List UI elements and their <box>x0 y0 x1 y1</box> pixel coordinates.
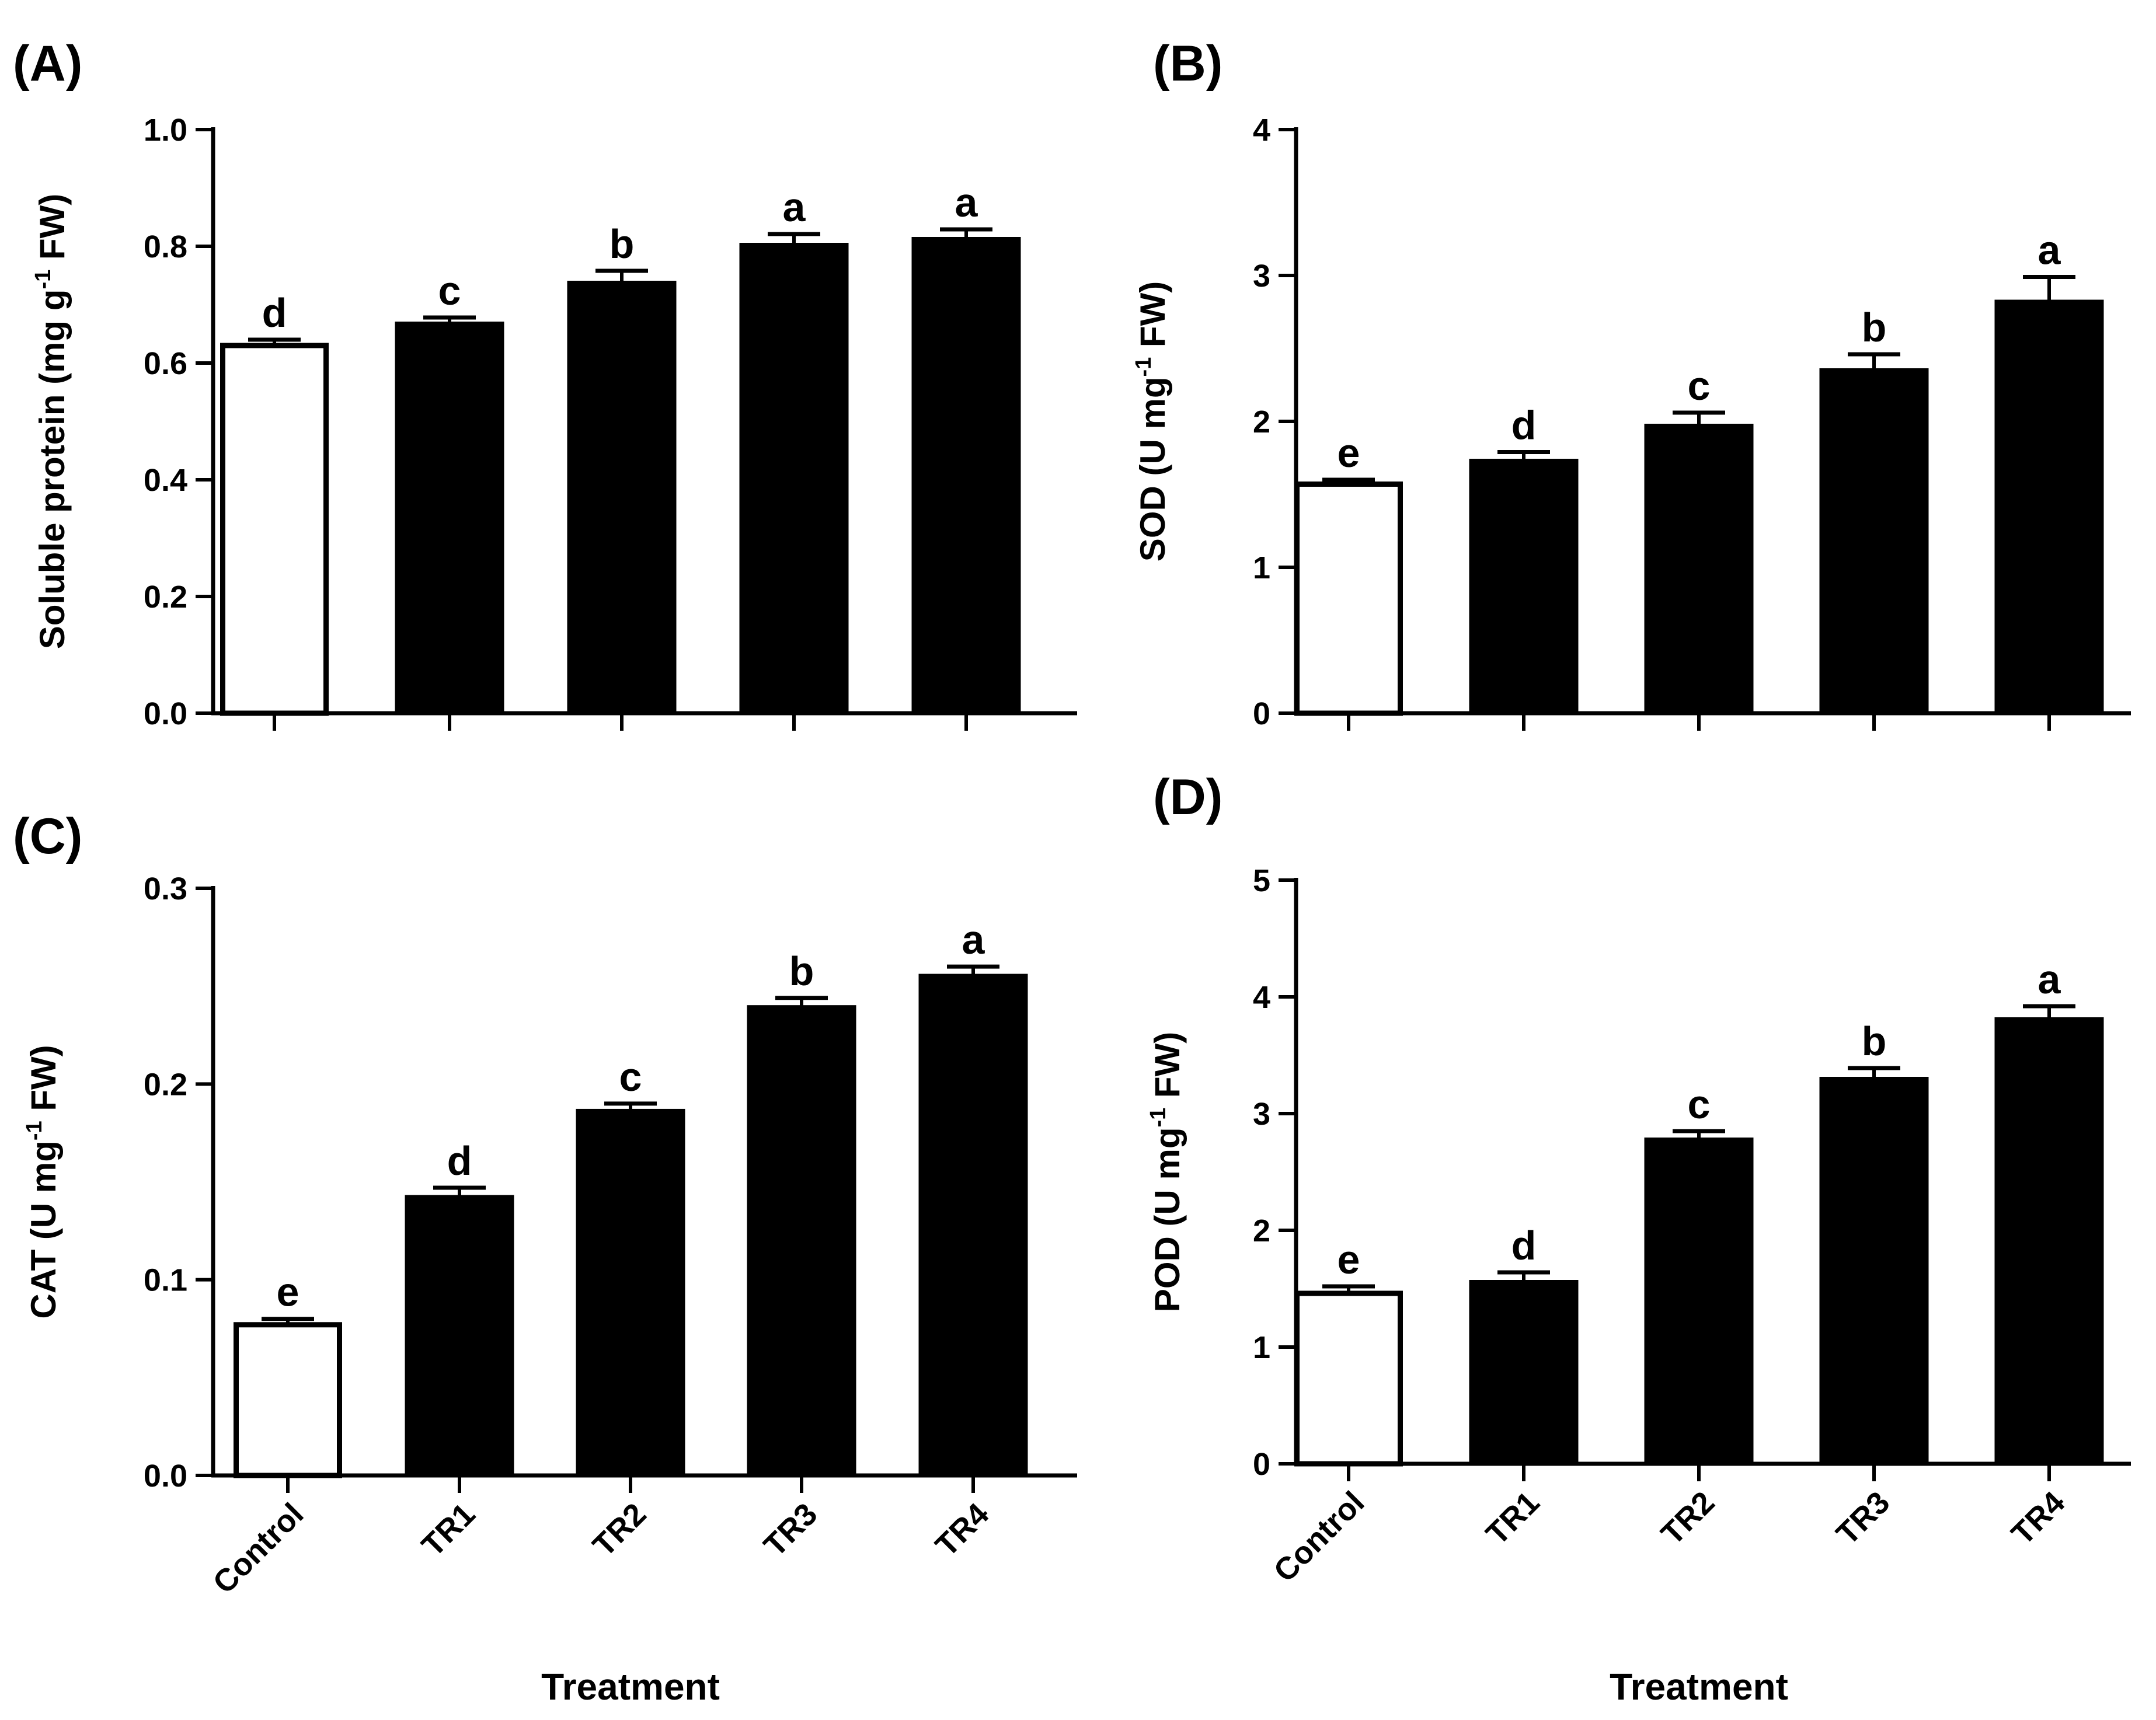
significance-letter: e <box>1338 1237 1360 1282</box>
bar-control <box>1294 482 1403 716</box>
bar-tr4 <box>918 974 1028 1476</box>
y-axis-title-main: Soluble protein (mg g <box>33 289 72 650</box>
y-tick-label: 4 <box>1253 113 1270 148</box>
y-axis-title-superscript: -1 <box>22 1121 47 1140</box>
y-tick-label: 1.0 <box>144 113 187 148</box>
x-category-label: TR3 <box>757 1496 824 1564</box>
y-axis-title-superscript: -1 <box>31 270 55 289</box>
significance-letter: d <box>1511 403 1537 448</box>
significance-letter: b <box>1862 305 1887 350</box>
x-axis-title: Treatment <box>1610 1666 1788 1708</box>
y-axis-title-tail: FW) <box>24 1045 63 1121</box>
y-axis-title-main: SOD (U mg <box>1133 377 1172 562</box>
significance-letter: a <box>955 180 978 225</box>
significance-letter: d <box>262 290 287 336</box>
significance-letter: a <box>2038 957 2061 1002</box>
bar-tr2 <box>1644 424 1754 714</box>
y-tick-label: 0.3 <box>144 871 187 906</box>
bar-tr3 <box>739 243 849 714</box>
y-axis-title-main: POD (U mg <box>1148 1128 1187 1313</box>
significance-letter: a <box>2038 228 2061 273</box>
y-tick-label: 3 <box>1253 259 1270 294</box>
y-axis-title: SOD (U mg-1 FW) <box>1131 281 1172 561</box>
y-tick-label: 0 <box>1253 1447 1270 1482</box>
x-category-label: TR4 <box>2005 1485 2072 1552</box>
x-category-label: Control <box>1267 1485 1371 1589</box>
y-tick-label: 1 <box>1253 550 1270 585</box>
y-tick-label: 0.0 <box>144 696 187 731</box>
x-category-label: Control <box>206 1496 310 1600</box>
y-tick-label: 3 <box>1253 1097 1270 1132</box>
chart-panel-2: (B) 0 1 2 3 4 SOD (U mg-1 FW) e d c b a <box>1131 36 2131 731</box>
chart-panel-1: (A) 0.0 0.2 0.4 0.6 0.8 1.0 Soluble protein (mg… <box>13 36 1077 731</box>
x-category-label: TR3 <box>1830 1485 1897 1552</box>
y-tick-label: 0.2 <box>144 580 187 615</box>
x-category-label: TR2 <box>1655 1485 1722 1552</box>
y-axis-title-tail: FW) <box>1133 281 1172 357</box>
significance-letter: c <box>1688 363 1711 409</box>
bar-tr2 <box>567 281 677 714</box>
x-category-label: TR2 <box>586 1496 653 1564</box>
y-tick-label: 5 <box>1253 863 1270 898</box>
y-tick-label: 0.0 <box>144 1459 187 1494</box>
significance-letter: b <box>609 221 635 267</box>
bar-tr1 <box>405 1195 514 1477</box>
significance-letter: c <box>1688 1081 1711 1127</box>
significance-letter: a <box>962 917 985 962</box>
bar-tr4 <box>1994 299 2104 714</box>
bar-control <box>234 1322 342 1478</box>
y-tick-label: 0 <box>1253 696 1270 731</box>
bar-tr1 <box>395 322 504 714</box>
bar-tr2 <box>576 1108 685 1476</box>
significance-letter: e <box>277 1269 299 1315</box>
significance-letter: c <box>619 1054 642 1100</box>
bar-tr4 <box>1994 1017 2104 1464</box>
significance-letter: d <box>447 1138 472 1184</box>
y-tick-label: 0.6 <box>144 346 187 381</box>
panel-label: (D) <box>1153 769 1222 825</box>
panel-label: (B) <box>1153 36 1222 92</box>
panel-label: (A) <box>13 36 82 92</box>
y-axis-title: Soluble protein (mg g-1 FW) <box>31 194 72 649</box>
y-tick-label: 1 <box>1253 1330 1270 1365</box>
y-axis-title: POD (U mg-1 FW) <box>1146 1032 1187 1312</box>
y-tick-label: 0.8 <box>144 229 187 264</box>
significance-letter: d <box>1511 1223 1537 1268</box>
panel-label: (C) <box>13 808 82 864</box>
y-axis-title: CAT (U mg-1 FW) <box>22 1045 63 1318</box>
significance-letter: b <box>1862 1018 1887 1064</box>
y-axis-title-tail: FW) <box>33 194 72 270</box>
bar-control <box>1294 1290 1403 1467</box>
bar-control <box>220 343 329 716</box>
bar-tr3 <box>747 1005 856 1476</box>
y-axis-title-main: CAT (U mg <box>24 1140 63 1319</box>
significance-letter: b <box>789 948 814 994</box>
y-axis-title-tail: FW) <box>1148 1032 1187 1108</box>
significance-letter: e <box>1338 430 1360 476</box>
y-axis-title-superscript: -1 <box>1146 1108 1171 1128</box>
y-tick-label: 0.1 <box>144 1263 187 1298</box>
bar-tr1 <box>1469 459 1579 714</box>
x-category-label: TR1 <box>1479 1485 1547 1552</box>
x-axis-title: Treatment <box>541 1666 720 1708</box>
significance-letter: a <box>783 184 806 230</box>
chart-panel-3: (C) 0.0 0.1 0.2 0.3 CAT (U mg-1 FW) e Control d T… <box>13 808 1077 1708</box>
y-tick-label: 2 <box>1253 404 1270 439</box>
y-tick-label: 0.4 <box>144 463 187 498</box>
bar-tr3 <box>1819 1077 1929 1464</box>
bar-tr3 <box>1819 368 1929 714</box>
bar-tr1 <box>1469 1280 1579 1464</box>
y-tick-label: 0.2 <box>144 1067 187 1102</box>
x-category-label: TR1 <box>415 1496 482 1564</box>
y-tick-label: 4 <box>1253 980 1270 1015</box>
chart-panel-4: (D) 0 1 2 3 4 5 POD (U mg-1 FW) e Control d TR1 c TR2… <box>1146 769 2131 1708</box>
bar-tr4 <box>911 237 1021 714</box>
x-category-label: TR4 <box>929 1496 996 1564</box>
y-axis-title-superscript: -1 <box>1131 357 1156 377</box>
bar-tr2 <box>1644 1138 1754 1464</box>
y-tick-label: 2 <box>1253 1213 1270 1248</box>
significance-letter: c <box>438 268 461 313</box>
